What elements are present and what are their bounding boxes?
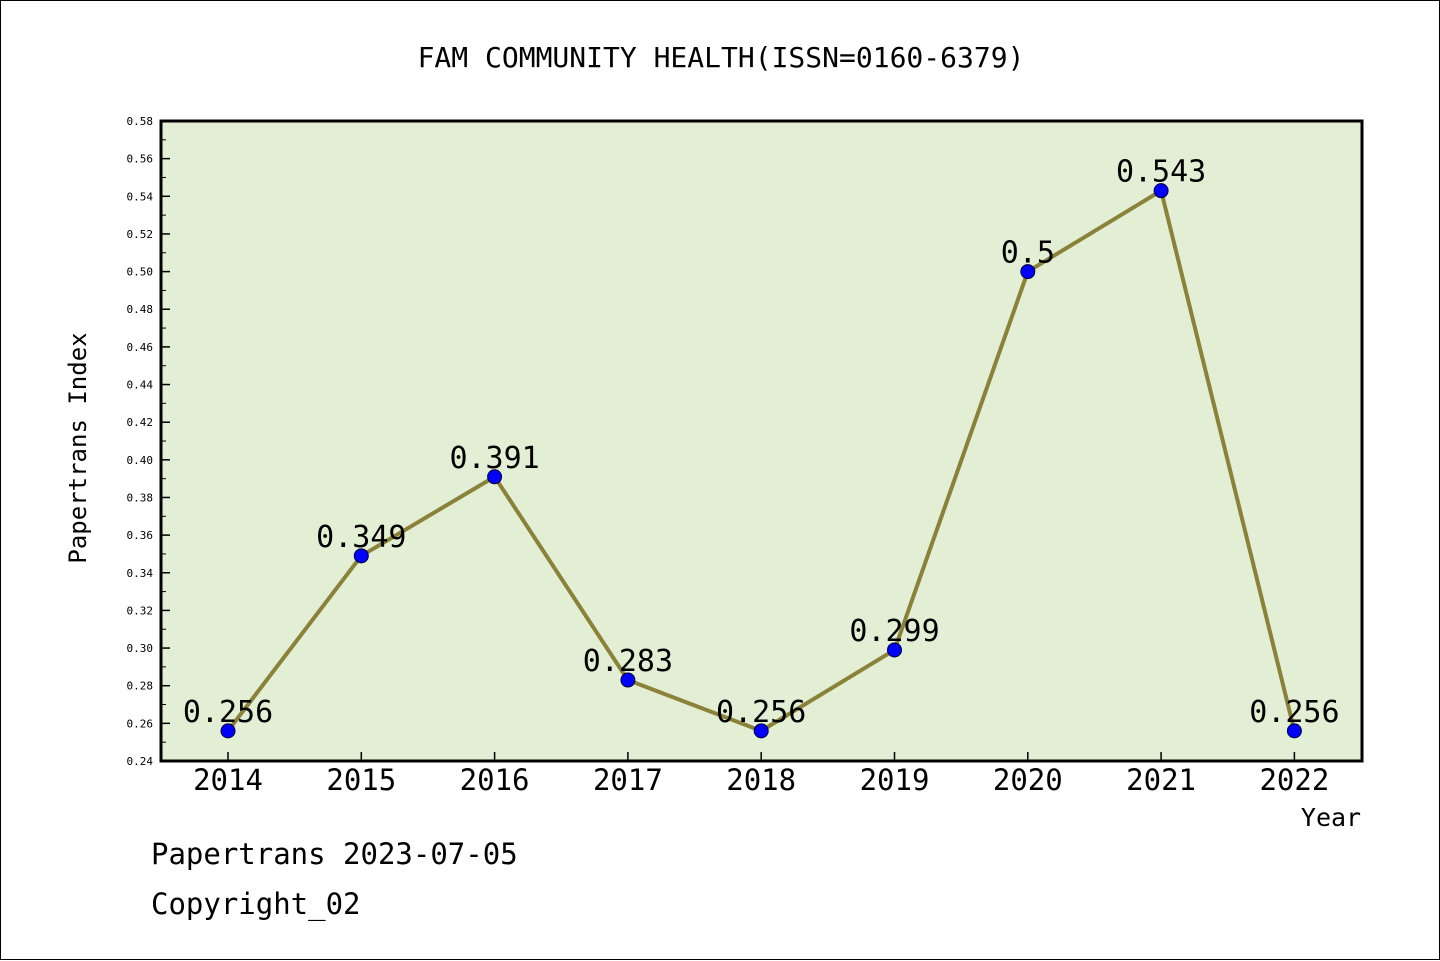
data-point xyxy=(620,672,636,688)
data-point xyxy=(220,723,236,739)
data-label: 0.256 xyxy=(716,695,806,730)
y-tick-label: 0.38 xyxy=(127,491,154,504)
data-point xyxy=(753,723,769,739)
x-tick-label: 2015 xyxy=(326,763,396,797)
y-axis-label: Papertrans Index xyxy=(64,332,92,563)
y-tick-label: 0.40 xyxy=(127,454,154,467)
data-label: 0.349 xyxy=(316,520,406,555)
x-tick-label: 2014 xyxy=(193,763,263,797)
y-tick-label: 0.54 xyxy=(127,190,154,203)
x-tick-label: 2016 xyxy=(460,763,530,797)
x-axis-label: Year xyxy=(1301,803,1361,832)
footer-copyright: Copyright_02 xyxy=(151,887,361,921)
y-tick-label: 0.42 xyxy=(127,416,154,429)
x-tick-label: 2020 xyxy=(993,763,1063,797)
data-point xyxy=(1286,723,1302,739)
x-tick-label: 2022 xyxy=(1259,763,1329,797)
y-tick-label: 0.26 xyxy=(127,717,154,730)
data-label: 0.299 xyxy=(849,614,939,649)
data-label: 0.5 xyxy=(1001,236,1055,271)
x-tick-label: 2017 xyxy=(593,763,663,797)
chart-title: FAM COMMUNITY HEALTH(ISSN=0160-6379) xyxy=(418,41,1025,74)
x-tick-label: 2021 xyxy=(1126,763,1196,797)
y-tick-label: 0.24 xyxy=(127,755,154,768)
y-tick-label: 0.32 xyxy=(127,604,154,617)
y-tick-label: 0.28 xyxy=(127,680,154,693)
y-tick-label: 0.44 xyxy=(127,379,154,392)
y-tick-label: 0.30 xyxy=(127,642,154,655)
data-point xyxy=(1020,264,1036,280)
y-tick-label: 0.34 xyxy=(127,567,154,580)
data-label: 0.256 xyxy=(1249,695,1339,730)
y-tick-label: 0.58 xyxy=(127,115,154,128)
plot-area xyxy=(159,119,1364,763)
data-label: 0.283 xyxy=(583,644,673,679)
y-tick-label: 0.50 xyxy=(127,266,154,279)
data-label: 0.391 xyxy=(449,441,539,476)
y-tick-label: 0.36 xyxy=(127,529,154,542)
data-point xyxy=(1153,183,1169,199)
data-label: 0.256 xyxy=(183,695,273,730)
data-point xyxy=(353,548,369,564)
y-tick-label: 0.46 xyxy=(127,341,154,354)
y-tick-label: 0.56 xyxy=(127,153,154,166)
data-point xyxy=(887,642,902,658)
y-tick-label: 0.52 xyxy=(127,228,154,241)
data-label: 0.543 xyxy=(1116,155,1206,190)
data-point xyxy=(487,469,503,485)
x-tick-label: 2018 xyxy=(726,763,796,797)
x-tick-label: 2019 xyxy=(860,763,930,797)
footer-date: Papertrans 2023-07-05 xyxy=(151,837,518,871)
y-tick-label: 0.48 xyxy=(127,303,154,316)
